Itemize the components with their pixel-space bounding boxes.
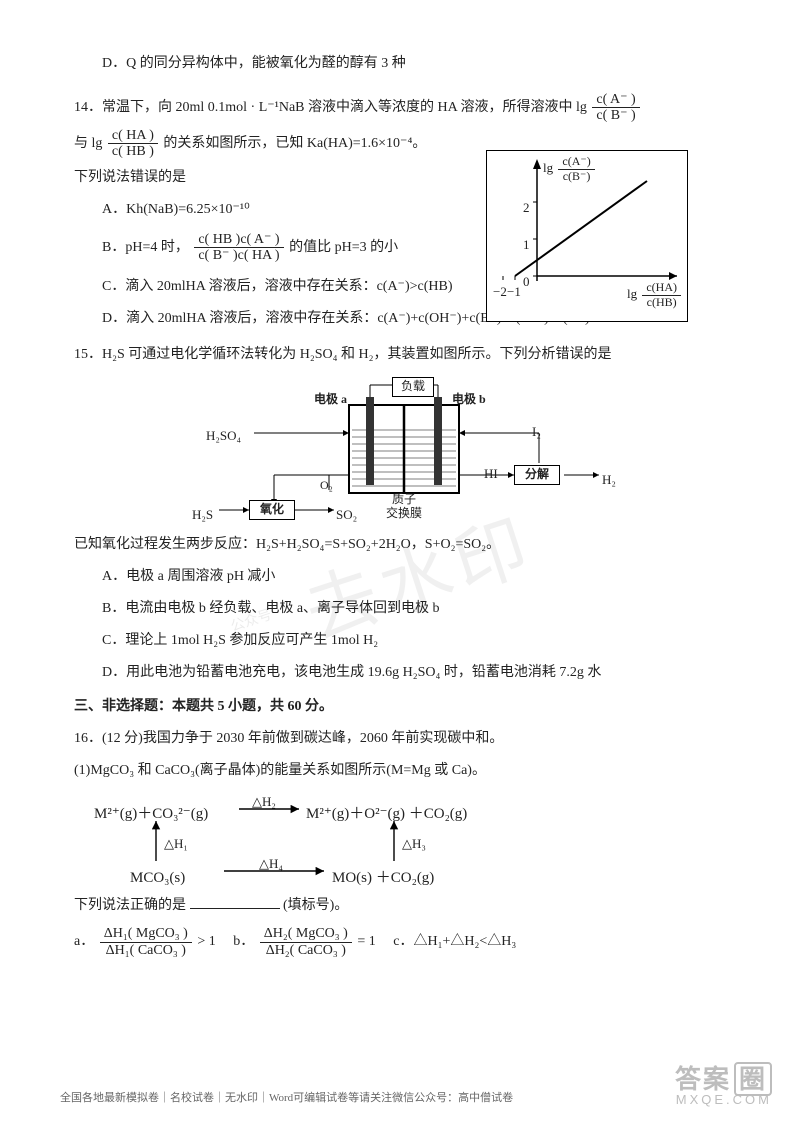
opt-b-frac: c( HB )c( A⁻ ) c( B⁻ )c( HA )	[194, 232, 283, 264]
opt-a: a． ΔH₁( MgCO₃ ) ΔH₁( CaCO₃ ) > 1	[74, 926, 216, 958]
q14-stem-c: 的关系如图所示，已知 Ka(HA)=1.6×10⁻⁴。	[163, 136, 426, 151]
thermo-bl: MCO₃(s)	[130, 863, 185, 893]
q14-stem-a: 14．常温下，向 20ml 0.1mol · L⁻¹NaB 溶液中滴入等浓度的 …	[74, 100, 587, 115]
q14-prompt: 下列说法错误的是	[74, 164, 434, 192]
y-axis-label: lg c(A⁻) c(B⁻)	[543, 155, 597, 183]
q15-known: 已知氧化过程发生两步反应：H₂S+H₂SO₄=S+SO₂+2H₂O，S+O₂=S…	[74, 531, 734, 559]
q14-frac1: c( A⁻ ) c( B⁻ )	[592, 92, 639, 124]
h2so4-label: H₂SO₄	[206, 423, 241, 449]
thermo-tr: M²⁺(g)＋O²⁻(g) ＋CO₂(g)	[306, 799, 467, 829]
thermo-tl: M²⁺(g)＋CO₃²⁻(g)	[94, 799, 208, 829]
dH2-label: △H₂	[252, 789, 276, 815]
frac-num: c( HB )c( A⁻ )	[194, 232, 283, 248]
q14-opt-A: A．Kh(NaB)=6.25×10⁻¹⁰	[74, 196, 462, 224]
elec-a-label: 电极 a	[314, 387, 347, 411]
q16-stem: 16．(12 分)我国力争于 2030 年前做到碳达峰，2060 年前实现碳中和…	[74, 725, 734, 753]
load-box: 负载	[392, 377, 434, 397]
decompose-box: 分解	[514, 465, 560, 485]
o2-label: O₂	[320, 473, 333, 497]
dH1-label: △H₁	[164, 831, 188, 857]
frac-den: c( B⁻ )c( HA )	[194, 248, 283, 263]
q15-stem: 15．H₂S 可通过电化学循环法转化为 H₂SO₄ 和 H₂，其装置如图所示。下…	[74, 341, 734, 369]
dH3-label: △H₃	[402, 831, 426, 857]
membrane-label: 质子交换膜	[386, 493, 422, 519]
section3-title: 三、非选择题：本题共 5 小题，共 60 分。	[74, 693, 734, 721]
frac-num: c( A⁻ )	[592, 92, 639, 108]
q14-frac2: c( HA ) c( HB )	[108, 128, 158, 160]
so2-label: SO₂	[336, 502, 357, 528]
xtick-1: −1	[507, 279, 521, 305]
h2s-label: H₂S	[192, 502, 213, 528]
oxidize-box: 氧化	[249, 500, 295, 520]
page-content: D．Q 的同分异构体中，能被氧化为醛的醇有 3 种 14．常温下，向 20ml …	[0, 0, 794, 1002]
q15-diagram: 负载 电极 a 电极 b H₂SO₄ O₂ H₂S 氧化 SO₂ 质子交换膜 H…	[194, 375, 624, 525]
ytick-1: 1	[523, 232, 530, 258]
opt-b-post: 的值比 pH=3 的小	[289, 240, 398, 255]
corner-logo: 答案圈 MXQE.COM	[675, 1066, 772, 1107]
thermo-diagram: M²⁺(g)＋CO₃²⁻(g) M²⁺(g)＋O²⁻(g) ＋CO₂(g) MC…	[94, 791, 554, 886]
q14-opt-B: B．pH=4 时， c( HB )c( A⁻ ) c( B⁻ )c( HA ) …	[74, 232, 462, 264]
ytick-2: 2	[523, 195, 530, 221]
frac-num: c( HA )	[108, 128, 158, 144]
q16-sub1: (1)MgCO₃ 和 CaCO₃(离子晶体)的能量关系如图所示(M=Mg 或 C…	[74, 757, 734, 785]
q14-stem-line1: 14．常温下，向 20ml 0.1mol · L⁻¹NaB 溶液中滴入等浓度的 …	[74, 92, 734, 124]
q15-opt-D: D．用此电池为铅蓄电池充电，该电池生成 19.6g H₂SO₄ 时，铅蓄电池消耗…	[74, 659, 734, 687]
frac-den: c( HB )	[108, 144, 158, 159]
blank-underline	[190, 894, 280, 909]
prev-option-d: D．Q 的同分异构体中，能被氧化为醛的醇有 3 种	[74, 50, 734, 78]
thermo-br: MO(s) ＋CO₂(g)	[332, 863, 434, 893]
q16-options: a． ΔH₁( MgCO₃ ) ΔH₁( CaCO₃ ) > 1 b． ΔH₂(…	[74, 926, 734, 958]
h2-label: H₂	[602, 467, 616, 493]
opt-b: b． ΔH₂( MgCO₃ ) ΔH₂( CaCO₃ ) = 1	[233, 926, 376, 958]
i2-label: I₂	[532, 419, 541, 445]
opt-c: c．△H₁+△H₂<△H₃	[393, 928, 516, 956]
q15-opt-C: C．理论上 1mol H₂S 参加反应可产生 1mol H₂	[74, 627, 734, 655]
q15-opt-B: B．电流由电极 b 经负载、电极 a、离子导体回到电极 b	[74, 595, 734, 623]
dH4-label: △H₄	[259, 851, 283, 877]
q16-prompt: 下列说法正确的是 (填标号)。	[74, 892, 734, 920]
ytick-0: 0	[523, 269, 530, 295]
x-axis-label: lg c(HA) c(HB)	[627, 281, 683, 309]
footer-text: 全国各地最新模拟卷｜名校试卷｜无水印｜Word可编辑试卷等请关注微信公众号：高中…	[60, 1089, 513, 1105]
q15-opt-A: A．电极 a 周围溶液 pH 减小	[74, 563, 734, 591]
frac-den: c( B⁻ )	[592, 108, 639, 123]
hi-label: HI	[484, 461, 498, 487]
xtick-0: −2	[493, 279, 507, 305]
opt-b-pre: B．pH=4 时，	[102, 240, 189, 255]
elec-b-label: 电极 b	[452, 387, 486, 411]
q14-chart: lg c(A⁻) c(B⁻) lg c(HA) c(HB) 0 1 2 −2 −…	[486, 150, 688, 322]
q14-stem-b: 与 lg	[74, 136, 102, 151]
